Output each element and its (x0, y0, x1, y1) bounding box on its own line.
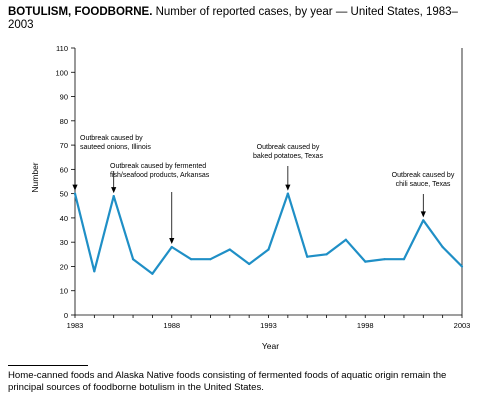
data-point (325, 253, 328, 256)
y-tick-label: 80 (60, 117, 68, 126)
annotation-label: Outbreak caused by fermented (110, 163, 206, 170)
y-tick-label: 100 (55, 68, 68, 77)
data-point (286, 192, 289, 195)
annotation-label: Outbreak caused by (257, 144, 320, 151)
data-point (402, 258, 406, 261)
annotation-label: sauteed onions, Illinois (80, 144, 151, 151)
data-point (131, 258, 135, 261)
y-tick-label: 60 (60, 165, 68, 174)
data-point (170, 245, 173, 249)
x-tick-label: 2003 (454, 321, 471, 330)
annotation-arrowhead (420, 211, 426, 218)
data-point (364, 260, 367, 263)
y-tick-label: 0 (64, 311, 68, 320)
annotation-label: baked potatoes, Texas (253, 153, 323, 160)
y-tick-label: 10 (60, 287, 68, 296)
data-line (73, 192, 463, 275)
data-point (383, 258, 386, 261)
annotation-arrowhead (285, 184, 291, 191)
data-point (248, 262, 251, 266)
y-tick-label: 40 (60, 214, 68, 223)
data-point (112, 194, 115, 198)
data-point (422, 219, 425, 222)
data-point (460, 265, 464, 268)
y-tick-label: 20 (60, 262, 68, 271)
annotation-arrowhead (169, 238, 175, 245)
data-point (267, 248, 270, 251)
y-tick-label: 30 (60, 238, 68, 247)
data-point (73, 192, 77, 195)
annotation-label: fish/seafood products, Arkansas (110, 172, 210, 179)
y-tick-label: 50 (60, 190, 68, 199)
chart-title: BOTULISM, FOODBORNE. Number of reported … (8, 6, 476, 32)
y-axis-label: Number (30, 162, 40, 192)
x-tick-label: 1983 (67, 321, 84, 330)
footnote-rule (8, 365, 88, 366)
annotation-label: Outbreak caused by (392, 172, 455, 179)
chart-title-bold: BOTULISM, FOODBORNE. (8, 6, 153, 18)
chart-axes: 0 10 20 30 40 50 60 70 80 90 100 110 1983 1988 1993 199… (30, 44, 470, 351)
annotation-label: Outbreak caused by (80, 135, 143, 142)
data-point (306, 255, 309, 258)
x-axis-label: Year (262, 341, 279, 351)
data-point (151, 272, 154, 275)
x-tick-label: 1988 (163, 321, 180, 330)
chart-series (73, 192, 464, 275)
annotation-arrowhead (111, 187, 117, 194)
data-point (228, 248, 231, 251)
data-point (344, 238, 347, 241)
y-tick-label: 110 (56, 44, 68, 53)
line-chart: 0 10 20 30 40 50 60 70 80 90 100 110 1983 1988 1993 199… (30, 44, 470, 351)
data-point (93, 270, 96, 273)
chart-title-rest: Number of reported cases, by year — Unit… (8, 6, 458, 31)
data-point (441, 245, 444, 249)
annotation-label: chili sauce, Texas (396, 181, 451, 188)
footnote: Home-canned foods and Alaska Native food… (8, 370, 447, 393)
x-tick-label: 1993 (260, 321, 277, 330)
data-point (209, 258, 212, 261)
x-tick-label: 1998 (357, 321, 374, 330)
y-tick-label: 90 (60, 93, 68, 102)
y-tick-label: 70 (60, 141, 68, 150)
annotation-arrowhead (72, 184, 78, 191)
chart-annotations: Outbreak caused by sauteed onions, Illino… (72, 135, 455, 245)
data-point (190, 258, 193, 261)
